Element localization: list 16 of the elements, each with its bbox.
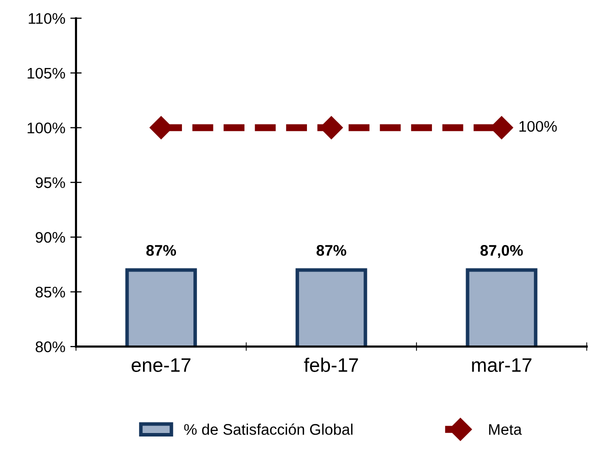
data-label: 100% <box>519 120 557 132</box>
y-tick-label: 80% <box>36 341 66 352</box>
x-tick-label: ene-17 <box>132 358 190 372</box>
data-label: 87% <box>316 245 346 256</box>
data-label: 87% <box>146 245 176 256</box>
legend-label: % de Satisfacción Global <box>184 423 352 435</box>
y-tick-label: 95% <box>36 177 66 188</box>
x-tick-label: mar-17 <box>472 358 532 372</box>
legend-label: Meta <box>489 424 522 435</box>
data-label: 87,0% <box>480 245 523 258</box>
y-tick-label: 85% <box>36 286 66 298</box>
y-tick-label: 100% <box>28 122 66 134</box>
x-tick-label: feb-17 <box>304 358 358 372</box>
y-tick-label: 105% <box>28 68 66 79</box>
y-tick-label: 110% <box>28 13 66 24</box>
y-tick-label: 90% <box>36 232 66 243</box>
